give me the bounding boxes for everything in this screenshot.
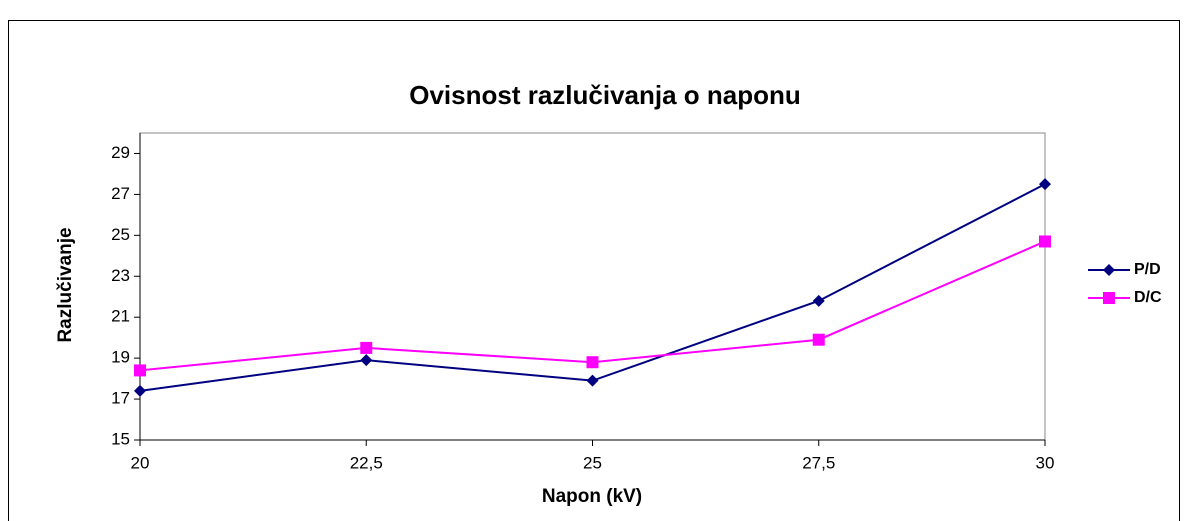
y-tick-label: 23 <box>111 266 130 285</box>
y-axis-title: Razlučivanje <box>55 227 76 342</box>
marker <box>586 356 599 369</box>
x-tick-label: 30 <box>1036 453 1055 472</box>
y-tick-label: 29 <box>111 143 130 162</box>
y-tick-label: 15 <box>111 429 130 448</box>
marker <box>134 364 146 377</box>
y-tick-label: 27 <box>111 184 130 203</box>
y-tick-label: 25 <box>111 225 130 244</box>
x-tick-label: 20 <box>131 453 150 472</box>
x-axis-title: Napon (kV) <box>542 486 642 507</box>
chart-title: Ovisnost razlučivanja o naponu <box>409 80 801 110</box>
marker <box>134 384 146 397</box>
marker <box>1103 292 1115 304</box>
y-tick-label: 17 <box>111 389 130 408</box>
marker <box>812 294 825 307</box>
legend-label: P/D <box>1134 261 1161 278</box>
marker <box>360 354 373 367</box>
marker <box>360 341 373 354</box>
x-tick-label: 25 <box>583 453 602 472</box>
chart-frame <box>8 20 1180 521</box>
y-tick-label: 21 <box>111 307 130 326</box>
marker <box>1039 178 1051 191</box>
series-line <box>139 240 1046 372</box>
x-tick-label: 22,5 <box>350 453 383 472</box>
plot-area <box>139 132 1046 441</box>
marker <box>812 333 825 346</box>
marker <box>1103 264 1115 276</box>
marker <box>1039 235 1051 248</box>
marker <box>586 374 599 387</box>
x-tick-label: 27,5 <box>802 453 835 472</box>
y-tick-label: 19 <box>111 348 130 367</box>
legend-label: D/C <box>1134 289 1162 306</box>
